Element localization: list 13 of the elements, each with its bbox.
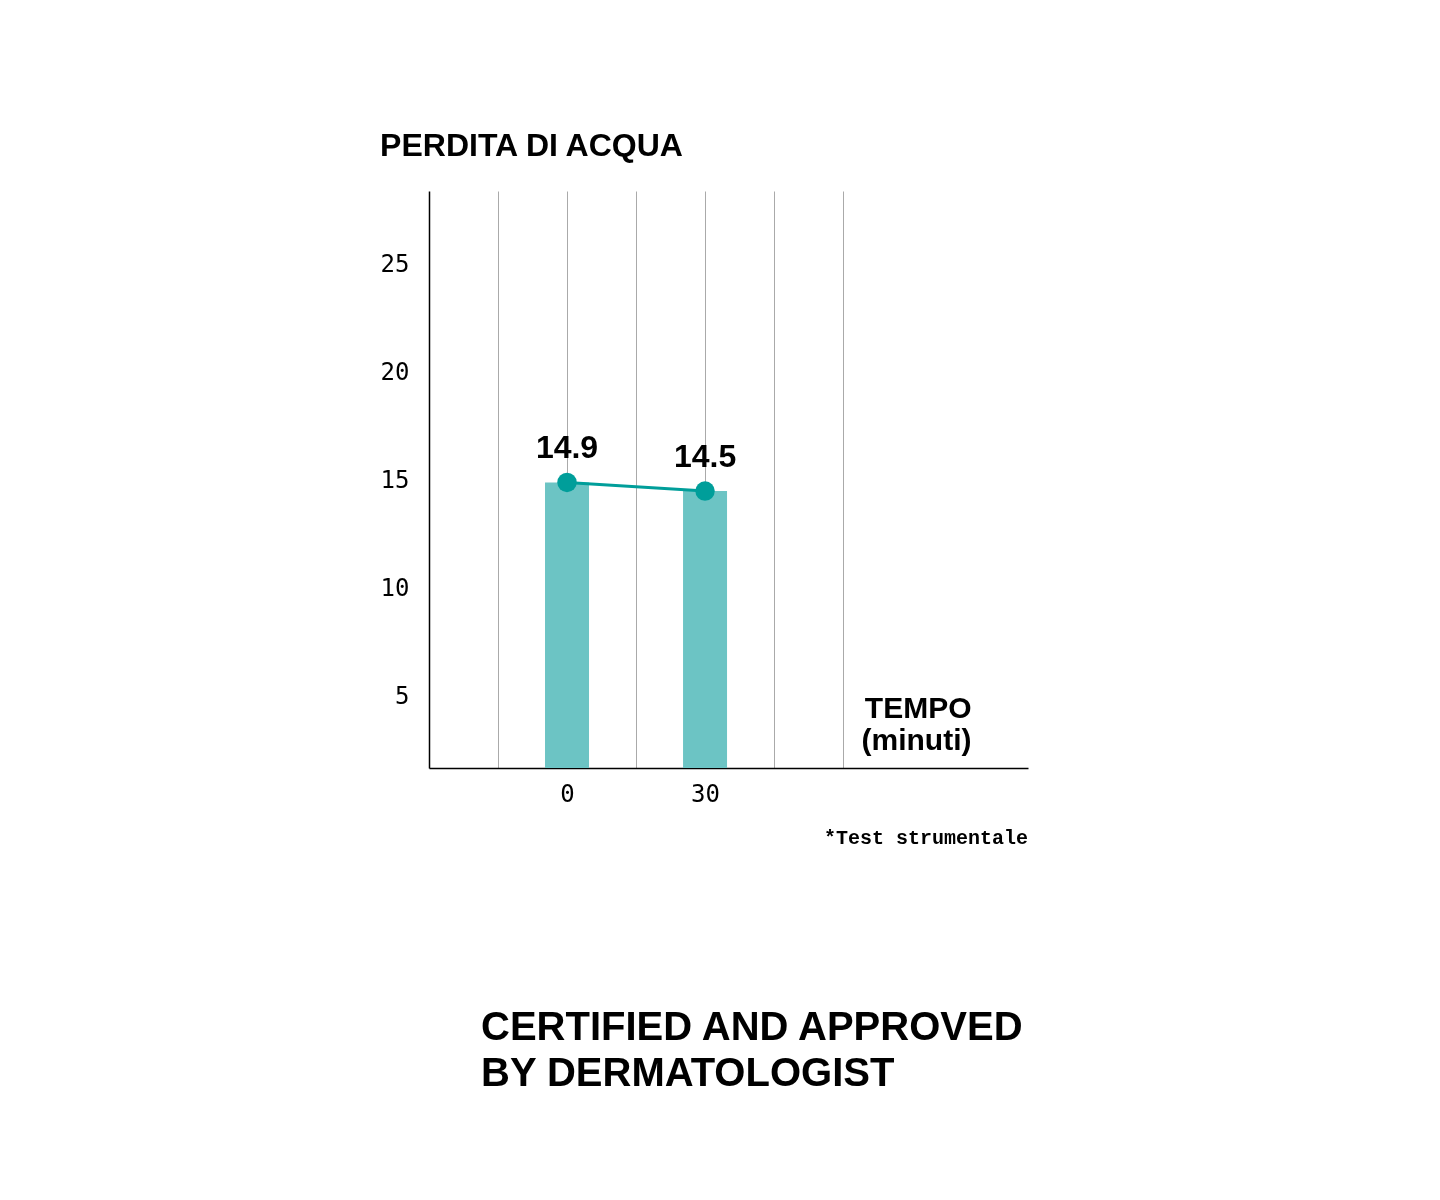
data-label: 14.9 [535,429,599,466]
y-tick-label: 15 [380,465,410,494]
data-label: 14.5 [673,438,737,475]
x-tick-label: 0 [560,779,575,808]
x-axis-title: TEMPO (minuti) [861,690,972,756]
y-tick-label: 5 [395,681,410,710]
chart-title: PERDITA DI ACQUA [380,127,683,163]
x-tick-label: 30 [691,779,720,808]
y-tick-label: 25 [380,249,410,278]
text: CERTIFIED AND APPROVED BY DERMATOLOGIST [481,1004,1023,1094]
text: *Test strumentale [823,827,1028,850]
y-tick-label: 10 [380,573,410,602]
y-tick-label: 20 [380,357,410,386]
